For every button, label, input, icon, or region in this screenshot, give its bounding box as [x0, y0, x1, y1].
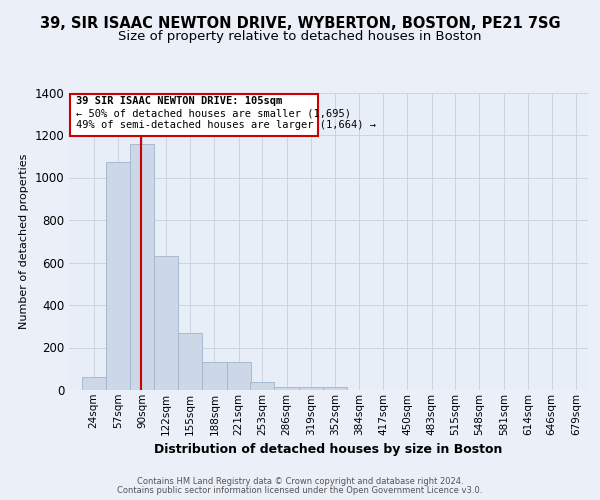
Y-axis label: Number of detached properties: Number of detached properties: [19, 154, 29, 329]
Bar: [250, 382, 274, 390]
Text: 39, SIR ISAAC NEWTON DRIVE, WYBERTON, BOSTON, PE21 7SG: 39, SIR ISAAC NEWTON DRIVE, WYBERTON, BO…: [40, 16, 560, 31]
Bar: [70, 94, 318, 136]
Bar: [202, 362, 227, 390]
Bar: [82, 377, 106, 390]
Bar: [299, 387, 323, 390]
Bar: [178, 332, 202, 390]
Bar: [130, 144, 154, 390]
Text: ← 50% of detached houses are smaller (1,695): ← 50% of detached houses are smaller (1,…: [76, 108, 350, 118]
Text: 49% of semi-detached houses are larger (1,664) →: 49% of semi-detached houses are larger (…: [76, 120, 376, 130]
Bar: [154, 256, 178, 390]
Bar: [106, 162, 130, 390]
Bar: [274, 387, 299, 390]
Text: Contains public sector information licensed under the Open Government Licence v3: Contains public sector information licen…: [118, 486, 482, 495]
Text: Contains HM Land Registry data © Crown copyright and database right 2024.: Contains HM Land Registry data © Crown c…: [137, 477, 463, 486]
Bar: [323, 387, 347, 390]
Bar: [227, 362, 251, 390]
Text: Size of property relative to detached houses in Boston: Size of property relative to detached ho…: [118, 30, 482, 43]
Text: 39 SIR ISAAC NEWTON DRIVE: 105sqm: 39 SIR ISAAC NEWTON DRIVE: 105sqm: [76, 96, 282, 106]
X-axis label: Distribution of detached houses by size in Boston: Distribution of detached houses by size …: [154, 443, 503, 456]
